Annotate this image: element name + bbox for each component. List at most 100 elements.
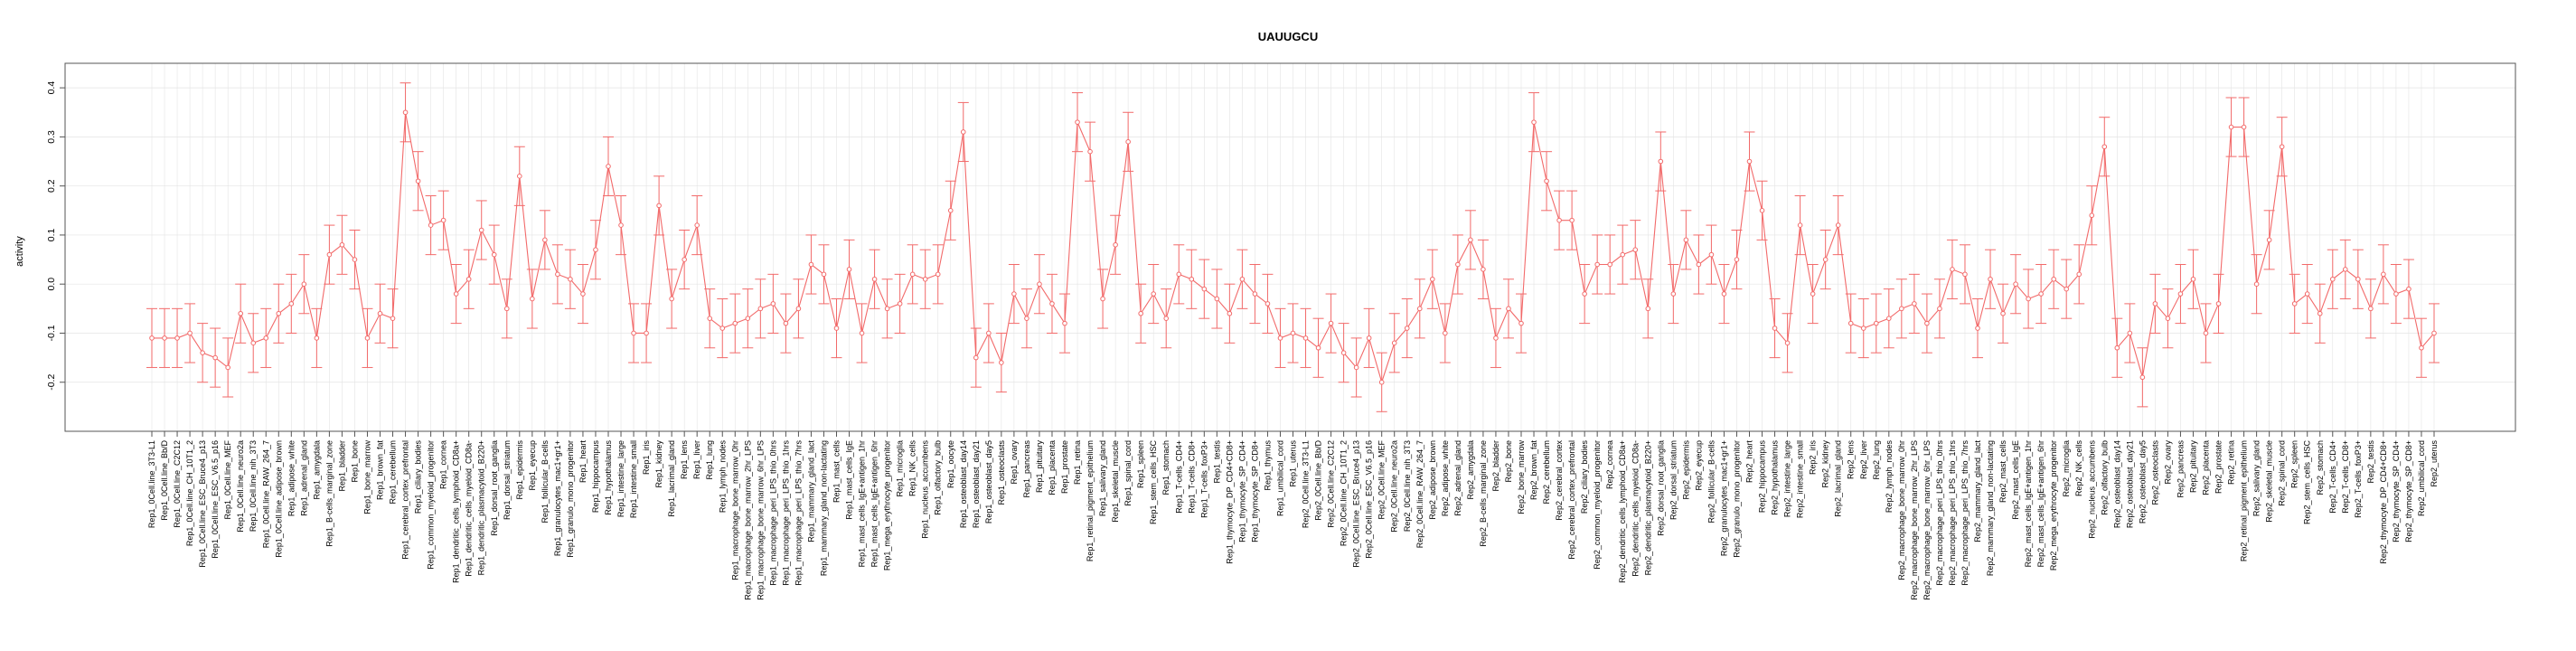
data-point xyxy=(1810,291,1816,297)
x-tick-label: Rep1_oocyte xyxy=(946,440,955,488)
x-tick-label: Rep2_bone_marrow xyxy=(1517,440,1526,514)
data-point xyxy=(1277,335,1283,341)
data-point xyxy=(149,335,155,341)
data-point xyxy=(568,276,573,282)
x-tick-label: Rep2_heart xyxy=(1745,440,1754,484)
data-point xyxy=(1315,344,1321,351)
x-tick-label: Rep1_B-cells_marginal_zone xyxy=(324,440,334,547)
data-point xyxy=(314,335,320,341)
data-point xyxy=(2406,286,2411,292)
x-tick-label: Rep2_dendritic_cells_myeloid_CD8a- xyxy=(1631,440,1640,577)
data-point xyxy=(1049,301,1055,307)
data-point xyxy=(1645,306,1651,312)
x-tick-label: Rep1_thymocyte_SP_CD8+ xyxy=(1250,440,1259,542)
x-tick-label: Rep1_adrenal_gland xyxy=(299,440,308,516)
data-point xyxy=(517,174,522,179)
data-point xyxy=(1531,119,1537,125)
x-tick-label: Rep2_mammary_gland_non-lactating xyxy=(1986,440,1995,576)
data-point xyxy=(1163,316,1170,321)
data-point xyxy=(656,203,662,209)
x-tick-label: Rep2_liver xyxy=(1859,440,1868,479)
data-point xyxy=(1822,257,1829,262)
x-tick-label: Rep1_dendritic_cells_myeloid_CD8a- xyxy=(465,440,474,577)
data-point xyxy=(1912,301,1917,307)
x-tick-label: Rep2_hippocampus xyxy=(1758,440,1767,514)
data-point xyxy=(1569,217,1575,223)
data-point xyxy=(770,301,776,307)
x-tick-label: Rep2_uterus xyxy=(2430,440,2439,487)
data-point xyxy=(1037,281,1042,288)
x-tick-label: Rep2_osteoblast_day21 xyxy=(2125,440,2134,528)
x-tick-label: Rep2_placenta xyxy=(2202,440,2211,495)
data-point xyxy=(1924,320,1930,326)
x-tick-label: Rep2_adipose_white xyxy=(1441,440,1450,516)
x-tick-label: Rep1_0Cell.line_CH_10T1_2 xyxy=(185,440,194,546)
x-tick-label: Rep1_testis xyxy=(1212,440,1221,484)
x-tick-label: Rep1_nucleus_accumbens xyxy=(921,440,930,539)
x-tick-label: Rep2_cerebellum xyxy=(1542,440,1551,505)
x-tick-label: Rep1_macrophage_bone_marrow_2hr_LPS xyxy=(743,440,752,600)
x-tick-label: Rep2_macrophage_peri_LPS_thio_1hrs xyxy=(1948,440,1957,586)
x-tick-label: Rep1_ovary xyxy=(1010,440,1019,485)
grid-layer xyxy=(65,63,2515,431)
x-tick-label: Rep1_follicular_B-cells xyxy=(541,440,550,524)
x-tick-label: Rep2_osteoclasts xyxy=(2150,440,2159,505)
x-tick-label: Rep1_mammary_gland_lact xyxy=(806,440,815,542)
y-tick-label: 0.0 xyxy=(46,278,57,291)
data-point xyxy=(1404,326,1410,331)
data-point xyxy=(1201,286,1208,292)
x-tick-label: Rep2_stomach xyxy=(2316,440,2325,495)
data-point xyxy=(2253,281,2260,288)
data-point xyxy=(2228,124,2234,130)
x-tick-label: Rep1_lymph_nodes xyxy=(718,440,727,514)
x-tick-label: Rep1_uterus xyxy=(1289,440,1298,487)
data-point xyxy=(555,271,560,278)
x-tick-label: Rep2_0Cell.line_nih_3T3 xyxy=(1403,440,1412,532)
x-tick-label: Rep2_thymocyte_DP_CD4+CD8+ xyxy=(2379,440,2388,564)
data-point xyxy=(2241,124,2247,130)
x-tick-label: Rep2_macrophage_peri_LPS_thio_7hrs xyxy=(1960,440,1970,586)
data-point xyxy=(2291,301,2298,307)
x-axis: Rep1_0Cell.line_3T3-L1 Rep1_0Cell.line_Bb… xyxy=(147,431,2439,600)
data-point xyxy=(542,237,548,243)
data-point xyxy=(719,326,726,331)
x-tick-label: Rep1_microglia xyxy=(896,440,905,497)
x-tick-label: Rep1_stem_cells_HSC xyxy=(1149,440,1158,525)
x-tick-label: Rep1_0Cell.line_neuro2a xyxy=(236,440,245,533)
x-tick-label: Rep2_dorsal_root_ganglia xyxy=(1656,440,1665,536)
x-tick-label: Rep1_bone xyxy=(350,440,359,483)
x-tick-label: Rep2_iris xyxy=(1809,440,1818,476)
data-point xyxy=(1950,267,1955,272)
x-tick-label: Rep2_0Cell.line_C2C12 xyxy=(1327,440,1336,528)
data-point xyxy=(960,129,966,135)
data-point xyxy=(2279,144,2285,150)
data-point xyxy=(200,350,205,355)
data-point xyxy=(2177,291,2184,297)
x-tick-label: Rep1_iris xyxy=(642,440,651,476)
x-tick-label: Rep2_0Cell.line_3T3-L1 xyxy=(1302,440,1311,528)
x-tick-label: Rep2_skeletal_muscle xyxy=(2265,440,2274,523)
data-point xyxy=(947,208,954,213)
x-tick-label: Rep1_olfactory_bulb xyxy=(934,440,943,515)
x-tick-label: Rep1_lacrimal_gland xyxy=(667,440,676,517)
y-tick-label: -0.1 xyxy=(46,325,57,341)
x-tick-label: Rep2_cornea xyxy=(1605,440,1614,489)
data-point xyxy=(491,251,497,258)
x-tick-label: Rep2_pituitary xyxy=(2188,440,2197,494)
data-point xyxy=(1151,291,1156,297)
x-tick-label: Rep1_ciliary_bodies xyxy=(414,440,423,514)
x-tick-label: Rep1_brown_fat xyxy=(376,440,385,501)
data-point xyxy=(1759,208,1765,213)
data-point xyxy=(2329,276,2336,282)
x-tick-label: Rep1_cerebral_cortex_prefrontal xyxy=(401,440,410,560)
data-point xyxy=(1734,257,1740,262)
x-tick-label: Rep2_pancreas xyxy=(2176,440,2185,498)
data-point xyxy=(428,222,434,228)
x-tick-label: Rep2_thymocyte_SP_CD8+ xyxy=(2404,440,2413,542)
x-tick-label: Rep2_epidermis xyxy=(1681,440,1690,500)
data-point xyxy=(212,354,218,361)
data-point xyxy=(2355,276,2361,282)
data-point xyxy=(757,306,764,312)
data-point xyxy=(1087,148,1093,155)
x-tick-label: Rep2_NK_cells xyxy=(2074,440,2083,497)
